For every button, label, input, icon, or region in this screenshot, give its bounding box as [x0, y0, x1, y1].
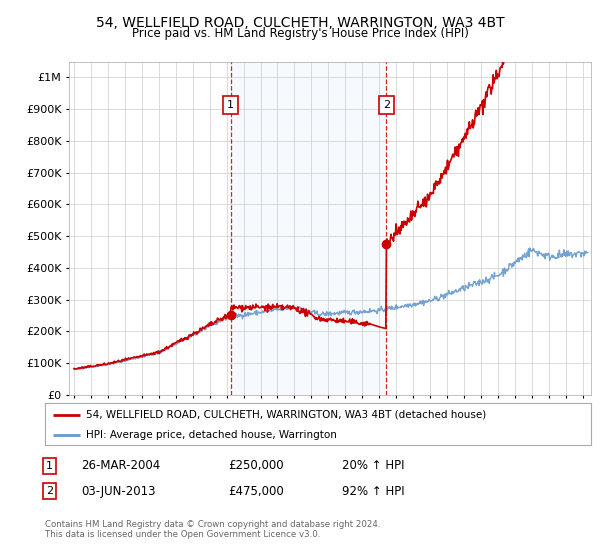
Text: Price paid vs. HM Land Registry's House Price Index (HPI): Price paid vs. HM Land Registry's House …	[131, 27, 469, 40]
Text: 03-JUN-2013: 03-JUN-2013	[81, 484, 155, 498]
Text: 2: 2	[383, 100, 390, 110]
Text: 26-MAR-2004: 26-MAR-2004	[81, 459, 160, 473]
Bar	[230, 62, 386, 395]
Text: £250,000: £250,000	[228, 459, 284, 473]
Text: 54, WELLFIELD ROAD, CULCHETH, WARRINGTON, WA3 4BT (detached house): 54, WELLFIELD ROAD, CULCHETH, WARRINGTON…	[86, 410, 486, 420]
Text: 92% ↑ HPI: 92% ↑ HPI	[342, 484, 404, 498]
Text: £475,000: £475,000	[228, 484, 284, 498]
Text: HPI: Average price, detached house, Warrington: HPI: Average price, detached house, Warr…	[86, 430, 337, 440]
Text: 2: 2	[46, 486, 53, 496]
Text: 54, WELLFIELD ROAD, CULCHETH, WARRINGTON, WA3 4BT: 54, WELLFIELD ROAD, CULCHETH, WARRINGTON…	[95, 16, 505, 30]
Text: 1: 1	[227, 100, 234, 110]
Text: Contains HM Land Registry data © Crown copyright and database right 2024.
This d: Contains HM Land Registry data © Crown c…	[45, 520, 380, 539]
Text: 1: 1	[46, 461, 53, 471]
Text: 20% ↑ HPI: 20% ↑ HPI	[342, 459, 404, 473]
